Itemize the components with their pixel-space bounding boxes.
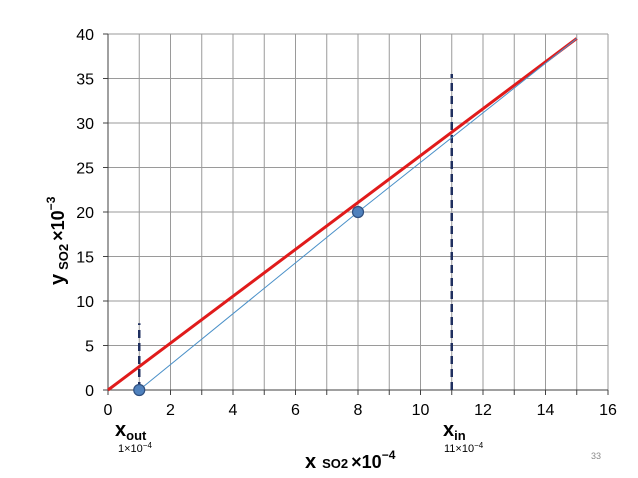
x-tick-label: 2 — [166, 402, 175, 419]
y-axis-label: ySO2×10−3 — [44, 196, 71, 285]
x-tick-label: 4 — [229, 402, 238, 419]
x-tick-label: 8 — [354, 402, 363, 419]
svg-text:1×10−4: 1×10−4 — [118, 441, 152, 455]
x-tick-label: 6 — [291, 402, 300, 419]
y-tick-label: 40 — [76, 27, 94, 44]
data-point — [351, 205, 365, 219]
svg-text:xout: xout — [115, 419, 147, 443]
y-tick-label: 15 — [76, 250, 94, 267]
y-tick-label: 0 — [85, 383, 94, 400]
chart-axes — [103, 33, 609, 395]
y-tick-label: 5 — [85, 339, 94, 356]
annotation-x-in: xin 11×10−4 — [443, 419, 484, 455]
x-tick-label: 10 — [412, 402, 430, 419]
y-tick-label: 35 — [76, 72, 94, 89]
x-axis-label: x SO2 ×10−4 — [305, 448, 396, 473]
x-tick-label: 12 — [474, 402, 492, 419]
data-point — [133, 383, 146, 397]
svg-text:xin: xin — [443, 419, 466, 443]
y-tick-label: 30 — [76, 116, 94, 133]
y-tick-label: 25 — [76, 161, 94, 178]
x-tick-label: 16 — [599, 402, 617, 419]
chart-series — [107, 37, 578, 397]
svg-text:11×10−4: 11×10−4 — [444, 441, 484, 455]
y-tick-label: 10 — [76, 294, 94, 311]
y-tick-label: 20 — [76, 205, 94, 222]
x-tick-label: 14 — [537, 402, 555, 419]
series-line-red — [107, 37, 578, 392]
x-tick-label: 0 — [104, 402, 113, 419]
chart-tick-labels: 0 2 4 6 8 10 12 14 16 0 5 10 15 20 25 30 35 40 — [76, 27, 617, 419]
annotation-x-out: xout 1×10−4 — [115, 419, 152, 455]
page-number: 33 — [591, 451, 601, 461]
